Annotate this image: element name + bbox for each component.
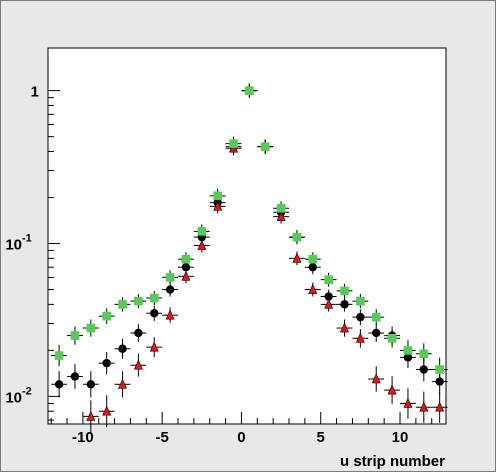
series-group	[51, 83, 448, 382]
data-point-square	[292, 232, 302, 242]
y-tick-exponent: -2	[22, 385, 32, 397]
data-point-square	[387, 333, 397, 343]
plot-frame	[47, 47, 447, 425]
data-point-circle	[70, 372, 80, 381]
data-point-square	[181, 254, 191, 264]
data-point-triangle	[276, 210, 286, 221]
data-point-square	[340, 286, 349, 296]
x-tick-label: 5	[317, 429, 325, 446]
y-tick-label: 10	[5, 237, 22, 254]
data-point-square	[165, 273, 175, 282]
data-point-square	[134, 296, 143, 306]
data-point-circle	[165, 285, 175, 294]
x-axis-label: u strip number	[340, 453, 445, 470]
data-point-square	[308, 254, 318, 264]
data-point-square	[118, 300, 127, 309]
x-tick-label: -5	[155, 429, 168, 446]
data-point-circle	[435, 377, 444, 386]
data-point-triangle	[419, 401, 429, 412]
data-point-square	[229, 139, 238, 148]
data-point-triangle	[371, 373, 381, 384]
data-point-circle	[324, 292, 333, 301]
data-point-triangle	[308, 283, 318, 294]
data-point-square	[435, 365, 444, 374]
data-point-square	[213, 191, 222, 201]
data-point-square	[245, 86, 254, 95]
data-point-square	[70, 331, 80, 340]
data-point-square	[371, 312, 381, 322]
data-point-triangle	[149, 341, 159, 352]
data-point-circle	[308, 262, 318, 272]
data-point-triangle	[213, 200, 223, 211]
data-point-triangle	[292, 252, 302, 263]
data-point-triangle	[340, 322, 349, 333]
data-point-triangle	[102, 405, 112, 416]
data-point-circle	[102, 358, 111, 368]
data-point-square	[276, 203, 286, 213]
y-tick-label: 10	[5, 389, 22, 406]
data-point-triangle	[324, 298, 334, 309]
data-point-circle	[118, 344, 127, 353]
x-tick-label: -10	[72, 429, 94, 446]
data-point-triangle	[165, 309, 175, 320]
data-point-circle	[372, 328, 381, 338]
data-point-circle	[86, 380, 96, 389]
data-point-triangle	[86, 410, 96, 421]
data-point-square	[356, 296, 365, 306]
data-point-square	[324, 275, 333, 284]
data-point-triangle	[403, 397, 413, 408]
data-point-triangle	[118, 378, 127, 389]
data-layer	[51, 83, 448, 433]
data-point-circle	[181, 262, 191, 272]
y-tick-exponent: -1	[22, 233, 32, 245]
data-point-triangle	[355, 332, 365, 343]
data-point-square	[197, 227, 207, 236]
y-tick-label: 1	[31, 84, 39, 101]
data-point-square	[102, 311, 111, 321]
data-point-circle	[134, 328, 143, 338]
data-point-circle	[340, 300, 349, 309]
data-point-triangle	[197, 239, 207, 250]
x-tick-label: 10	[392, 429, 409, 446]
data-point-triangle	[181, 270, 191, 281]
data-point-triangle	[387, 384, 397, 395]
data-point-circle	[150, 309, 159, 318]
data-point-square	[260, 142, 270, 151]
data-point-square	[403, 346, 413, 355]
x-tick-label: 0	[237, 429, 245, 446]
data-point-square	[149, 293, 159, 303]
data-point-triangle	[133, 359, 143, 370]
data-point-square	[54, 351, 64, 360]
data-point-square	[86, 323, 96, 333]
data-point-circle	[419, 365, 429, 374]
data-point-square	[419, 349, 429, 359]
data-point-triangle	[435, 401, 445, 412]
data-point-circle	[356, 312, 365, 322]
data-point-circle	[54, 380, 64, 389]
